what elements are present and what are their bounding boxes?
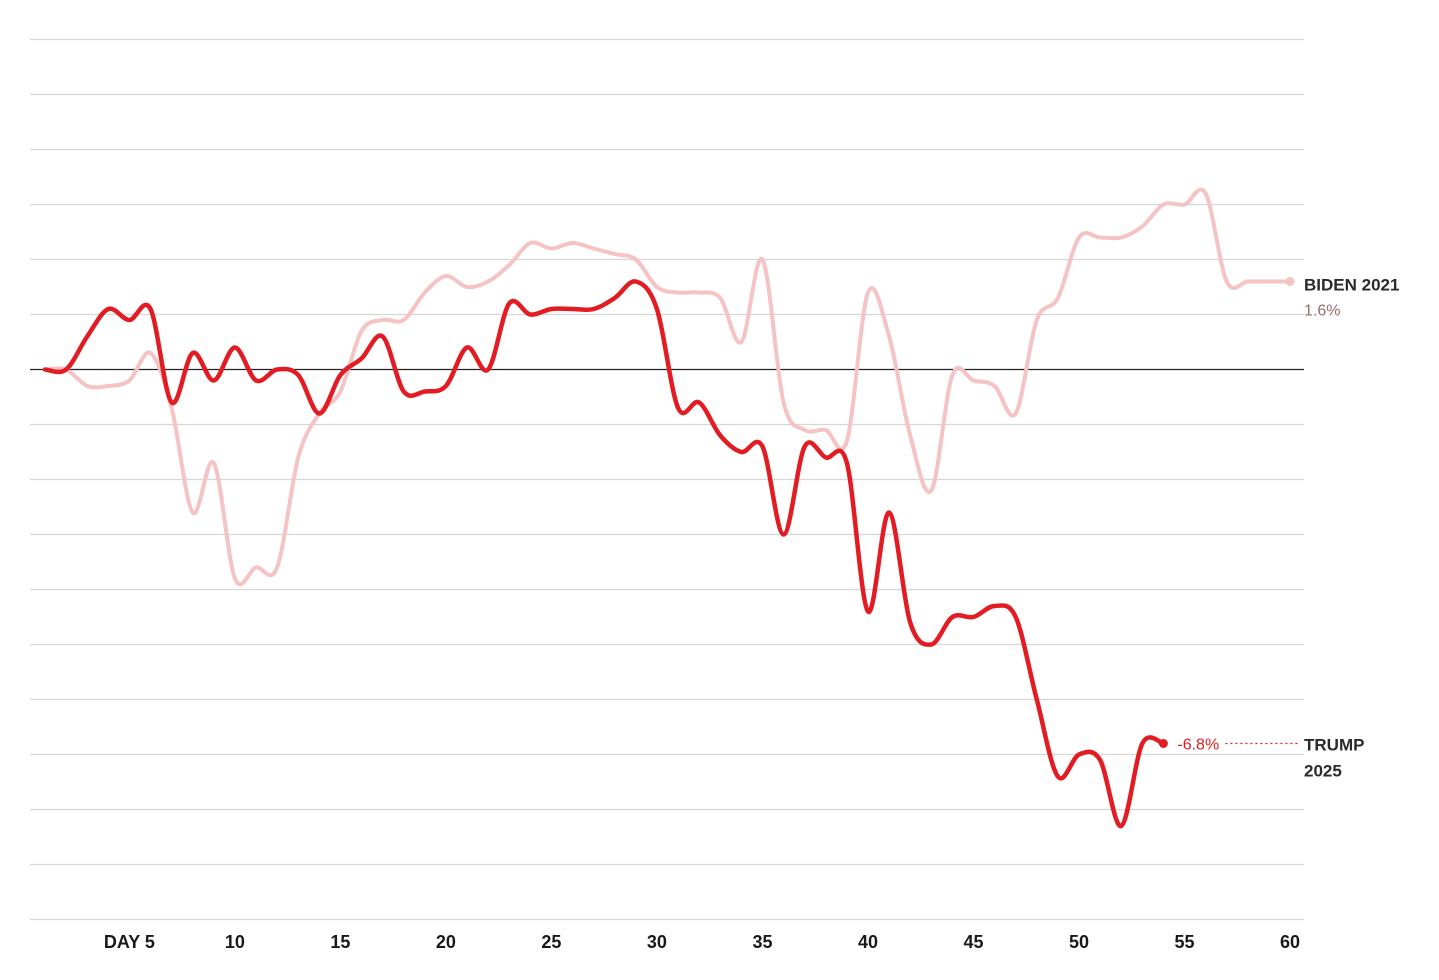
x-tick-label: 20 xyxy=(436,932,456,952)
series-lines xyxy=(42,187,1295,829)
series-labels: BIDEN 2021 1.6% -6.8% TRUMP 2025 xyxy=(1177,276,1399,781)
x-tick-label: 55 xyxy=(1174,932,1194,952)
biden-2021-label: BIDEN 2021 xyxy=(1304,276,1399,295)
x-tick-label: 30 xyxy=(647,932,667,952)
trump-2025-label: TRUMP xyxy=(1304,736,1364,755)
x-tick-label: 15 xyxy=(330,932,350,952)
x-tick-label: 40 xyxy=(858,932,878,952)
gridlines xyxy=(30,38,1304,921)
x-tick-label: 10 xyxy=(225,932,245,952)
x-tick-label: 50 xyxy=(1069,932,1089,952)
x-tick-label: 45 xyxy=(963,932,983,952)
trump-2025-end-point xyxy=(1158,739,1168,748)
trump-2025-label: 2025 xyxy=(1304,762,1342,781)
x-tick-label: DAY 5 xyxy=(104,932,155,952)
trump-2025-end-value: -6.8% xyxy=(1177,737,1219,754)
biden-2021-end-value: 1.6% xyxy=(1304,303,1340,320)
x-tick-label: 60 xyxy=(1280,932,1300,952)
x-tick-label: 25 xyxy=(541,932,561,952)
x-axis-tick-labels: DAY 5 10 15 20 25 30 35 40 45 50 55 60 xyxy=(104,932,1300,952)
trump-2025-line xyxy=(42,279,1166,829)
x-tick-label: 35 xyxy=(752,932,772,952)
biden-2021-line xyxy=(43,187,1292,587)
biden-2021-end-point xyxy=(1285,277,1295,286)
